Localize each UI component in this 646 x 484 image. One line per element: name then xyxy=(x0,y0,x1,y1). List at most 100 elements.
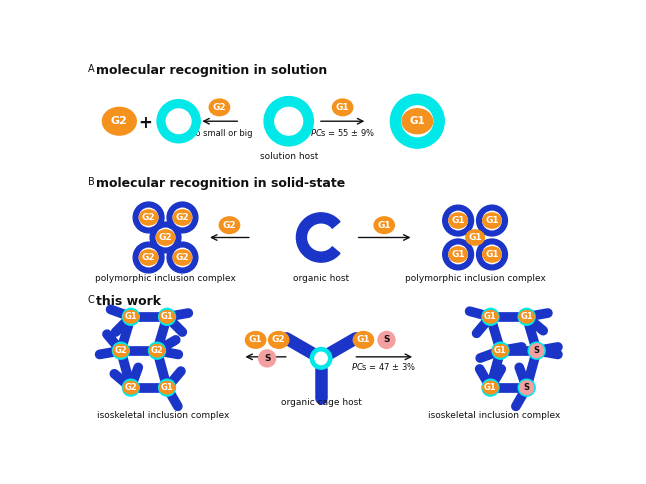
Text: molecular recognition in solution: molecular recognition in solution xyxy=(96,64,328,77)
Wedge shape xyxy=(297,213,340,262)
Circle shape xyxy=(162,312,172,321)
Ellipse shape xyxy=(156,230,175,245)
Text: G2: G2 xyxy=(141,253,156,262)
Text: G1: G1 xyxy=(484,383,497,392)
Circle shape xyxy=(522,312,531,321)
Circle shape xyxy=(518,379,535,396)
Circle shape xyxy=(112,342,129,359)
Text: organic cage host: organic cage host xyxy=(280,398,362,408)
Circle shape xyxy=(149,342,165,359)
Circle shape xyxy=(532,346,541,355)
Ellipse shape xyxy=(449,247,468,262)
Circle shape xyxy=(122,379,140,396)
Circle shape xyxy=(173,208,192,227)
Circle shape xyxy=(264,97,313,146)
Circle shape xyxy=(126,383,136,392)
Ellipse shape xyxy=(483,311,498,323)
Circle shape xyxy=(486,383,495,392)
Circle shape xyxy=(496,346,505,355)
Text: G2: G2 xyxy=(176,213,189,222)
Circle shape xyxy=(443,239,474,270)
Text: G1: G1 xyxy=(485,250,499,259)
Ellipse shape xyxy=(333,99,353,116)
Text: C: C xyxy=(88,295,94,305)
Ellipse shape xyxy=(102,107,136,135)
Circle shape xyxy=(126,312,136,321)
Text: $\it{PC}$s = 47 ± 3%: $\it{PC}$s = 47 ± 3% xyxy=(351,361,417,372)
Ellipse shape xyxy=(269,332,289,348)
Text: $\it{PC}$s = 55 ± 9%: $\it{PC}$s = 55 ± 9% xyxy=(310,127,375,138)
Circle shape xyxy=(378,332,395,348)
Text: S: S xyxy=(534,346,539,355)
Text: +: + xyxy=(139,114,152,132)
Text: too small or big: too small or big xyxy=(187,129,252,138)
Ellipse shape xyxy=(160,381,174,394)
Circle shape xyxy=(167,242,198,273)
Text: S: S xyxy=(524,383,530,392)
Ellipse shape xyxy=(140,250,158,265)
Text: G1: G1 xyxy=(161,312,173,321)
Circle shape xyxy=(157,100,200,143)
Ellipse shape xyxy=(493,345,508,357)
Text: G1: G1 xyxy=(410,116,425,126)
Circle shape xyxy=(477,205,507,236)
Text: polymorphic inclusion complex: polymorphic inclusion complex xyxy=(95,274,236,284)
Text: isoskeletal inclusion complex: isoskeletal inclusion complex xyxy=(428,411,561,420)
Text: organic host: organic host xyxy=(293,274,349,284)
Text: molecular recognition in solid-state: molecular recognition in solid-state xyxy=(96,178,346,190)
Text: G2: G2 xyxy=(272,335,286,345)
Circle shape xyxy=(518,308,535,325)
Circle shape xyxy=(310,348,332,369)
Circle shape xyxy=(477,239,507,270)
Circle shape xyxy=(150,222,181,253)
Circle shape xyxy=(140,208,158,227)
Ellipse shape xyxy=(173,210,192,225)
Ellipse shape xyxy=(245,332,266,348)
Ellipse shape xyxy=(519,311,534,323)
Ellipse shape xyxy=(402,109,433,134)
Circle shape xyxy=(449,245,467,264)
Ellipse shape xyxy=(160,311,174,323)
Text: solution host: solution host xyxy=(260,152,318,161)
Text: S: S xyxy=(264,354,271,363)
Ellipse shape xyxy=(173,250,192,265)
Text: this work: this work xyxy=(96,295,162,308)
Text: G1: G1 xyxy=(468,233,482,242)
Circle shape xyxy=(522,383,531,392)
Text: G2: G2 xyxy=(111,116,128,126)
Ellipse shape xyxy=(209,99,229,116)
Circle shape xyxy=(133,242,164,273)
Circle shape xyxy=(315,352,328,364)
Circle shape xyxy=(530,344,543,358)
Ellipse shape xyxy=(140,210,158,225)
Ellipse shape xyxy=(483,381,498,394)
Text: G1: G1 xyxy=(377,221,391,230)
Ellipse shape xyxy=(113,345,129,357)
Ellipse shape xyxy=(123,381,138,394)
Circle shape xyxy=(156,228,175,247)
Ellipse shape xyxy=(449,213,468,228)
Circle shape xyxy=(162,383,172,392)
Text: G1: G1 xyxy=(452,216,465,225)
Circle shape xyxy=(486,312,495,321)
Text: G1: G1 xyxy=(125,312,137,321)
Circle shape xyxy=(520,381,534,394)
Circle shape xyxy=(443,205,474,236)
Circle shape xyxy=(402,106,433,136)
Text: isoskeletal inclusion complex: isoskeletal inclusion complex xyxy=(97,411,229,420)
Circle shape xyxy=(449,212,467,230)
Circle shape xyxy=(167,202,198,233)
Text: G2: G2 xyxy=(114,346,127,355)
Circle shape xyxy=(140,248,158,267)
Text: G1: G1 xyxy=(485,216,499,225)
Circle shape xyxy=(166,109,191,134)
Circle shape xyxy=(390,94,444,148)
Ellipse shape xyxy=(466,230,484,245)
Circle shape xyxy=(483,212,501,230)
Text: G1: G1 xyxy=(452,250,465,259)
Circle shape xyxy=(133,202,164,233)
Circle shape xyxy=(482,379,499,396)
Circle shape xyxy=(492,342,509,359)
Text: G1: G1 xyxy=(357,335,370,345)
Circle shape xyxy=(122,308,140,325)
